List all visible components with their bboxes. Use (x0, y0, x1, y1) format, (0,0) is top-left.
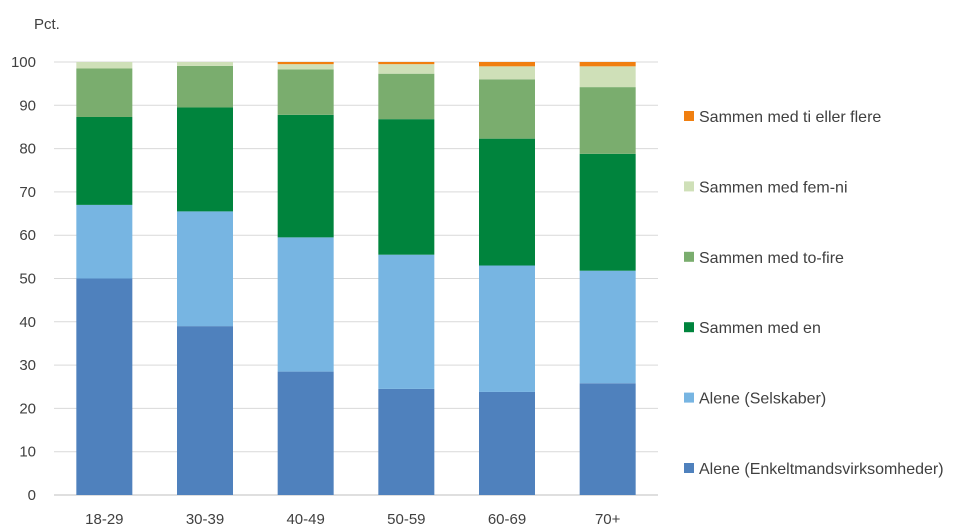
bar-segment (277, 64, 334, 70)
bar-segment (479, 79, 535, 139)
bar-segment (378, 73, 435, 120)
x-tick-label: 70+ (595, 511, 621, 528)
bar-segment (76, 68, 133, 117)
x-tick-label: 50-59 (387, 511, 425, 528)
x-tick-label: 18-29 (85, 511, 123, 528)
legend-label: Sammen med fem-ni (699, 179, 848, 196)
y-tick-label: 80 (19, 141, 36, 158)
y-axis-ticks: 0 10 20 30 40 50 60 70 80 90 100 (11, 54, 36, 504)
bar-segment (277, 62, 334, 65)
y-tick-label: 60 (19, 227, 36, 244)
legend-swatch (684, 392, 694, 403)
bar-stack-60-69 (479, 62, 535, 495)
bar-segment (579, 87, 636, 154)
y-tick-label: 100 (11, 54, 36, 71)
legend-item: Sammen med fem-ni (684, 179, 848, 196)
y-tick-label: 20 (19, 400, 36, 417)
legend-item: Alene (Selskaber) (684, 391, 826, 408)
bar-segment (378, 119, 435, 255)
bar-segment (479, 66, 535, 80)
bar-segment (177, 211, 233, 327)
bar-segment (177, 62, 233, 66)
y-axis-unit-label: Pct. (34, 16, 60, 33)
bar-segment (378, 254, 435, 389)
bar-segment (76, 278, 133, 495)
bar-segment (76, 204, 133, 279)
legend-swatch (684, 111, 694, 121)
bar-segment (277, 237, 334, 372)
bar-segment (177, 326, 233, 495)
x-tick-label: 40-49 (286, 511, 324, 528)
bar-segment (579, 66, 636, 88)
legend-swatch (684, 463, 694, 473)
legend-item: Sammen med to-fire (684, 250, 844, 267)
bar-segment (378, 62, 435, 65)
legend-swatch (684, 251, 694, 262)
bar-segment (76, 116, 133, 205)
gridlines (54, 61, 658, 496)
y-tick-label: 0 (28, 487, 36, 504)
y-tick-label: 40 (19, 314, 36, 331)
bar-segment (277, 69, 334, 115)
y-tick-label: 50 (19, 271, 36, 288)
bar-stack-30-39 (177, 62, 233, 495)
bar-segment (378, 64, 435, 74)
legend-swatch (684, 181, 694, 192)
bar-segment (479, 391, 535, 495)
legend-item: Sammen med ti eller flere (684, 109, 881, 126)
bar-stacks (76, 62, 636, 495)
bar-stack-50-59 (378, 62, 435, 495)
x-axis-ticks: 18-29 30-39 40-49 50-59 60-69 70+ (85, 511, 620, 528)
legend: Sammen med ti eller flere Sammen med fem-… (684, 109, 944, 478)
legend-item: Alene (Enkeltmandsvirksomheder) (684, 461, 944, 478)
bar-segment (579, 62, 636, 67)
legend-label: Alene (Enkeltmandsvirksomheder) (699, 461, 944, 478)
bar-segment (579, 270, 636, 384)
y-tick-label: 70 (19, 184, 36, 201)
legend-swatch (684, 322, 694, 333)
bar-segment (579, 383, 636, 495)
bar-stack-70+ (579, 62, 636, 495)
bar-segment (177, 65, 233, 108)
legend-label: Sammen med to-fire (699, 250, 844, 267)
bar-segment (277, 114, 334, 238)
y-tick-label: 30 (19, 357, 36, 374)
bar-segment (479, 265, 535, 392)
y-tick-label: 10 (19, 444, 36, 461)
bar-segment (76, 62, 133, 69)
legend-item: Sammen med en (684, 320, 821, 337)
bar-segment (378, 388, 435, 495)
legend-label: Sammen med ti eller flere (699, 109, 881, 126)
bar-segment (277, 371, 334, 495)
x-tick-label: 30-39 (186, 511, 224, 528)
bar-segment (479, 138, 535, 266)
bar-segment (479, 62, 535, 67)
bar-segment (579, 153, 636, 271)
bar-segment (177, 107, 233, 212)
legend-label: Sammen med en (699, 320, 821, 337)
legend-label: Alene (Selskaber) (699, 391, 826, 408)
bar-stack-18-29 (76, 62, 133, 495)
bar-stack-40-49 (277, 62, 334, 495)
y-tick-label: 90 (19, 97, 36, 114)
x-tick-label: 60-69 (488, 511, 526, 528)
